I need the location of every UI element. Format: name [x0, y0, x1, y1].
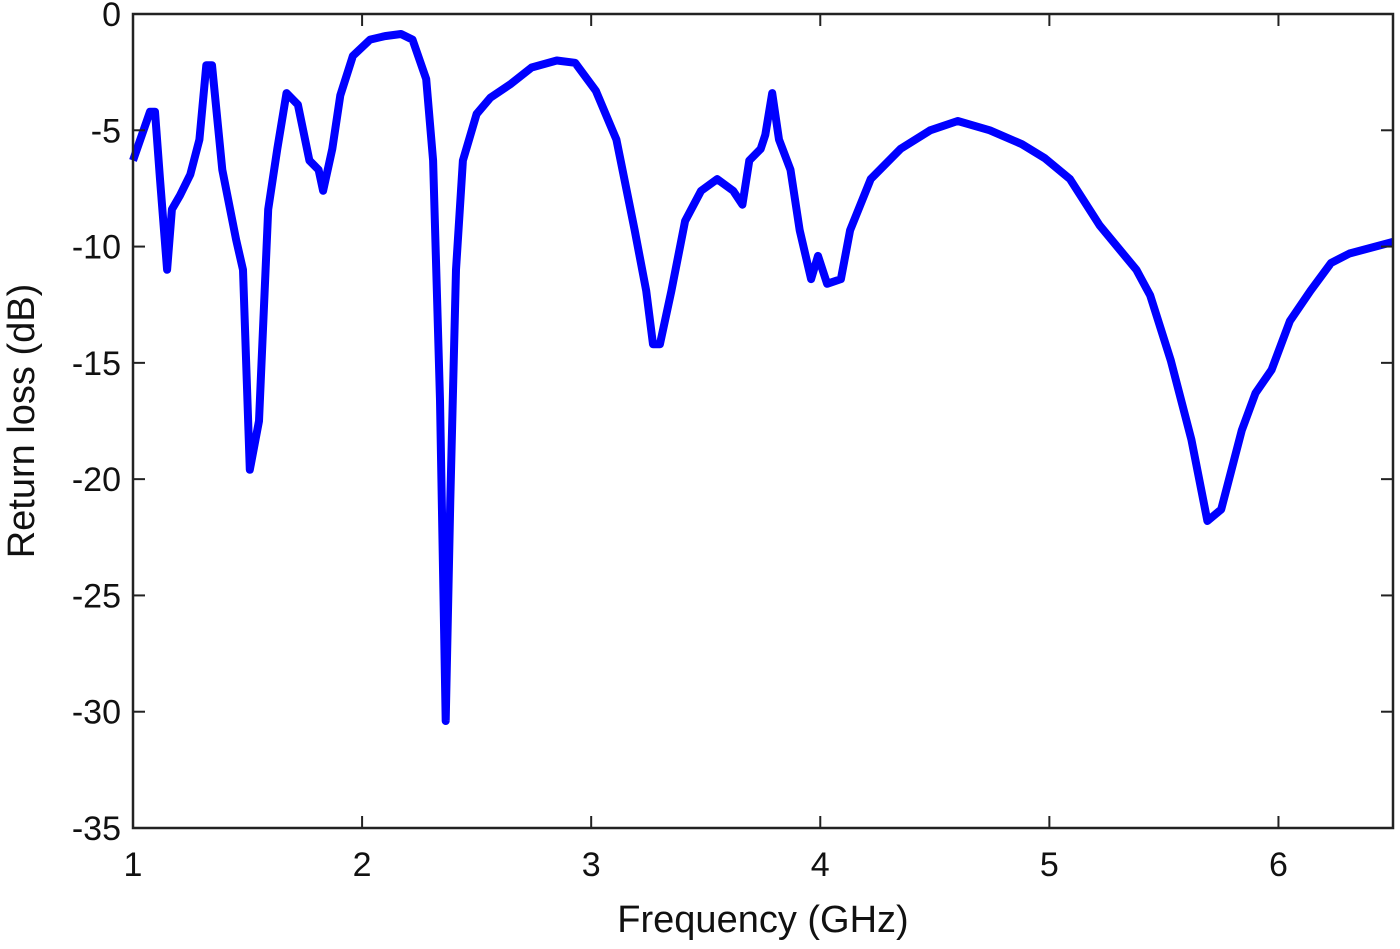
- x-tick-label: 4: [811, 846, 830, 884]
- x-tick-label: 3: [582, 846, 601, 884]
- y-tick-label: 0: [102, 0, 121, 34]
- y-tick-label: -5: [91, 112, 121, 150]
- x-tick-label: 6: [1269, 846, 1288, 884]
- y-axis-label: Return loss (dB): [1, 284, 43, 559]
- y-tick-label: -15: [72, 345, 121, 383]
- x-tick-label: 5: [1040, 846, 1059, 884]
- y-tick-label: -30: [72, 694, 121, 732]
- y-tick-label: -35: [72, 810, 121, 848]
- data-line-series-0: [129, 30, 1395, 725]
- plot-area: 1 2 3 4 5 6 0 -5 -10 -15 -20 -25 -30 -35: [72, 0, 1395, 884]
- x-tick-label: 1: [124, 846, 143, 884]
- y-tick-label: -20: [72, 461, 121, 499]
- x-axis-label: Frequency (GHz): [617, 899, 908, 941]
- x-tick-label: 2: [353, 846, 372, 884]
- y-tick-label: -10: [72, 229, 121, 267]
- axes-frame: [131, 12, 1395, 830]
- y-tick-label: -25: [72, 577, 121, 615]
